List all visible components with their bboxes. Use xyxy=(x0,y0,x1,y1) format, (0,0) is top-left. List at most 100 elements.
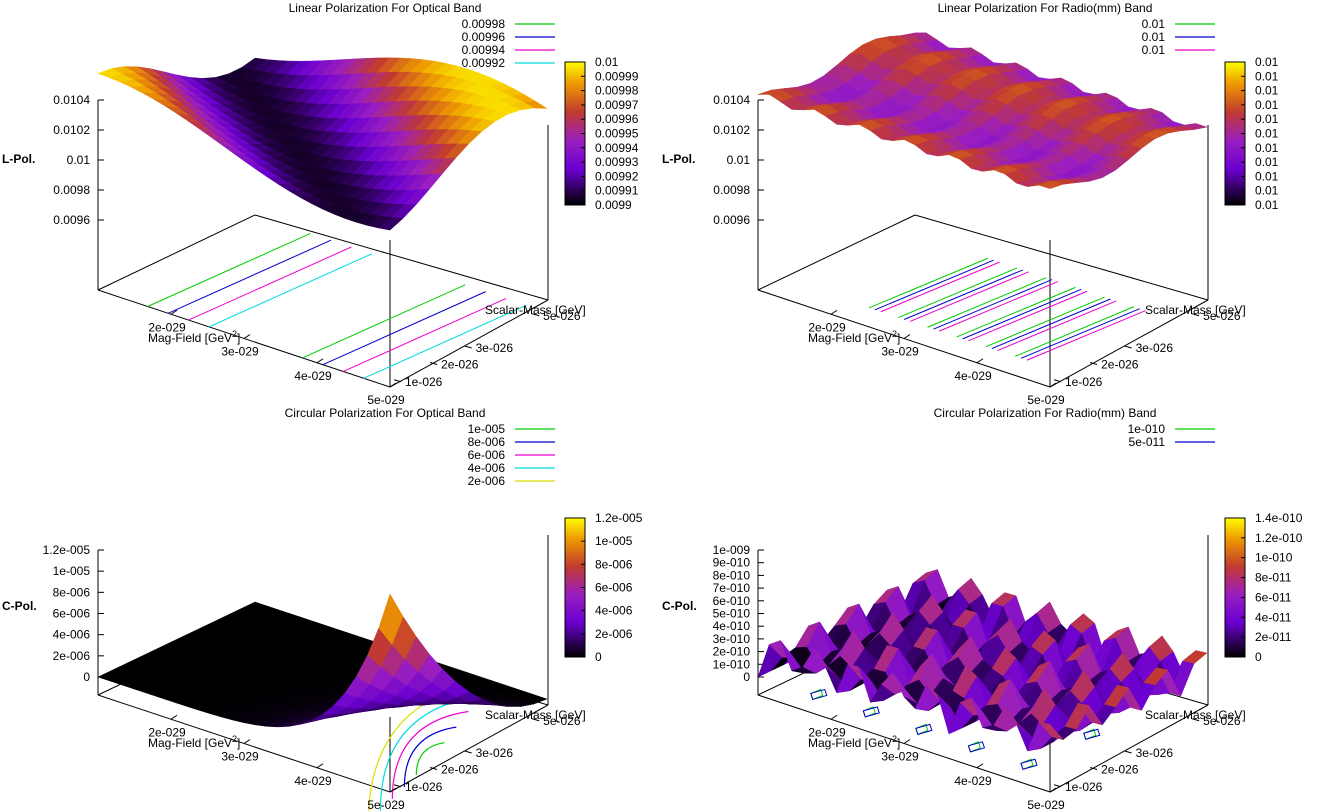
chart-title: Linear Polarization For Radio(mm) Band xyxy=(938,1,1153,15)
colorbar-tick-label: 4e-006 xyxy=(595,604,633,618)
surface-facet xyxy=(1038,721,1064,741)
z-axis-label: L-Pol. xyxy=(2,152,35,166)
legend-entry-label: 6e-006 xyxy=(468,448,506,462)
colorbar-tick-label: 0.00991 xyxy=(595,184,639,198)
z-tick-label: 2e-006 xyxy=(53,649,91,663)
colorbar-tick-label: 0.00998 xyxy=(595,84,639,98)
y-tick-label: 5e-026 xyxy=(1203,714,1241,728)
y-tick-label: 5e-026 xyxy=(1203,309,1241,323)
contour-line-group xyxy=(403,726,457,787)
colorbar-tick-label: 0 xyxy=(595,650,602,664)
surface-plot xyxy=(97,57,548,231)
base-edge-back-right xyxy=(254,214,549,301)
colorbar-tick-label: 0.01 xyxy=(1255,84,1279,98)
legend-entry-label: 0.00994 xyxy=(462,43,506,57)
contour-line xyxy=(391,710,469,799)
z-axis-label: C-Pol. xyxy=(662,599,697,613)
x-axis-label-tail: ] xyxy=(237,331,240,345)
x-axis-label: Mag-Field [GeV2] xyxy=(808,734,900,750)
x-tick xyxy=(976,358,984,364)
x-tick-label: 2e-029 xyxy=(808,320,846,334)
x-tick-label: 3e-029 xyxy=(221,345,259,359)
y-tick xyxy=(393,784,402,788)
legend-entry-label: 0.01 xyxy=(1142,17,1166,31)
x-tick-label: 2e-029 xyxy=(148,320,186,334)
x-tick xyxy=(389,787,397,793)
colorbar-tick-label: 0.01 xyxy=(1255,55,1279,69)
z-tick-label: 0.0096 xyxy=(53,213,90,227)
x-tick-label: 4e-029 xyxy=(954,369,992,383)
z-tick-label: 0.0102 xyxy=(53,123,90,137)
x-axis-label-main: Mag-Field [GeV xyxy=(808,331,892,345)
contour-line xyxy=(208,253,373,328)
x-tick xyxy=(830,309,838,315)
base-edge-back-left xyxy=(97,214,256,291)
y-tick-label: 3e-026 xyxy=(476,341,514,355)
colorbar-tick-label: 1.2e-010 xyxy=(1255,531,1303,545)
x-tick-label: 4e-029 xyxy=(954,774,992,788)
chart-panel-3: Circular Polarization For Optical Band 1e… xyxy=(2,406,643,811)
y-tick xyxy=(464,750,472,754)
z-tick-label: 0 xyxy=(83,670,90,684)
y-axis-label: Scalar-Mass [GeV] xyxy=(485,303,586,317)
z-axis-label: C-Pol. xyxy=(2,599,37,613)
y-axis-label: Scalar-Mass [GeV] xyxy=(1145,708,1246,722)
colorbar-tick-label: 0.00996 xyxy=(595,112,639,126)
x-axis-label-tail: ] xyxy=(897,331,900,345)
y-tick xyxy=(429,362,438,365)
y-tick xyxy=(1089,767,1098,770)
colorbar-tick-label: 2e-011 xyxy=(1255,630,1292,644)
legend-entry-label: 0.00998 xyxy=(462,17,506,31)
x-tick xyxy=(170,714,178,720)
z-tick-label: 0.01 xyxy=(727,153,751,167)
colorbar-tick-label: 0.01 xyxy=(1255,169,1279,183)
contour-line xyxy=(868,257,1135,357)
y-tick xyxy=(1053,379,1062,383)
y-tick-label: 2e-026 xyxy=(1101,763,1139,777)
contour-line xyxy=(167,239,332,314)
contour-line-group xyxy=(147,232,466,359)
z-tick-label: 0 xyxy=(743,670,750,684)
chart-panel-1: Linear Polarization For Optical Band 0.00… xyxy=(2,1,639,407)
legend-entry-label: 4e-006 xyxy=(468,461,506,475)
x-tick xyxy=(389,382,397,388)
y-tick xyxy=(1124,750,1132,754)
surface-facet xyxy=(378,593,404,645)
colorbar-tick-label: 1.4e-010 xyxy=(1255,511,1303,525)
z-tick-label: 1.2e-005 xyxy=(43,543,91,557)
x-axis-label-tail: ] xyxy=(237,736,240,750)
z-tick-label: 0.0096 xyxy=(713,213,750,227)
contour-line xyxy=(415,742,445,775)
colorbar-tick-label: 1e-010 xyxy=(1255,551,1293,565)
colorbar-tick-label: 0.01 xyxy=(1255,98,1279,112)
x-tick xyxy=(243,334,251,339)
z-axis-label: L-Pol. xyxy=(662,152,695,166)
x-tick xyxy=(316,763,324,769)
colorbar-tick-label: 0.00994 xyxy=(595,141,639,155)
z-tick-label: 3e-010 xyxy=(713,632,751,646)
y-tick xyxy=(464,345,472,349)
colorbar-tick-label: 0 xyxy=(1255,650,1262,664)
colorbar-tick-label: 0.00992 xyxy=(595,169,639,183)
x-tick-label: 3e-029 xyxy=(221,750,259,764)
z-tick-label: 0.01 xyxy=(67,153,91,167)
colorbar-tick-label: 0.0099 xyxy=(595,198,632,212)
legend-entry-label: 0.01 xyxy=(1142,43,1166,57)
contour-line xyxy=(322,291,486,366)
contour-line-group xyxy=(391,710,469,799)
y-axis-label: Scalar-Mass [GeV] xyxy=(1145,303,1246,317)
colorbar-tick-label: 6e-011 xyxy=(1255,590,1292,604)
x-tick-label: 5e-029 xyxy=(367,798,405,811)
z-tick-label: 0.0104 xyxy=(713,93,750,107)
y-tick xyxy=(1053,784,1062,788)
contour-line xyxy=(363,304,527,379)
contour-line-group xyxy=(874,259,1140,359)
colorbar-tick-label: 0.00997 xyxy=(595,98,639,112)
y-tick-label: 3e-026 xyxy=(1136,746,1174,760)
surface-facet xyxy=(1037,180,1064,189)
colorbar-tick-label: 0.01 xyxy=(1255,198,1279,212)
x-axis-label: Mag-Field [GeV2] xyxy=(148,329,240,345)
z-tick-label: 0.0098 xyxy=(713,183,750,197)
z-tick-label: 5e-010 xyxy=(713,607,751,621)
contour-line-group xyxy=(167,239,486,366)
